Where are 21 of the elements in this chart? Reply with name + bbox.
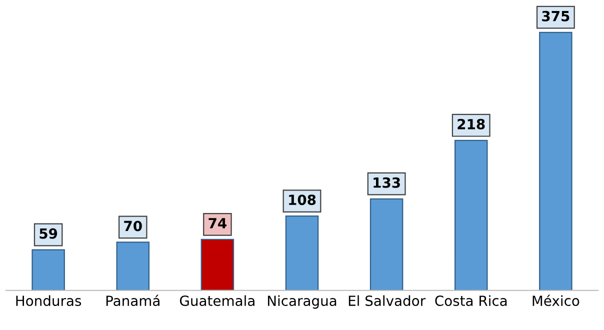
x-tick-label: México — [532, 294, 580, 306]
bar — [370, 198, 404, 290]
data-label: 74 — [208, 218, 226, 228]
data-label: 59 — [40, 228, 58, 239]
bar — [200, 238, 234, 290]
data-label: 218 — [458, 118, 485, 130]
data-label: 108 — [289, 194, 316, 206]
x-tick-label: Honduras — [16, 295, 82, 306]
data-label: 375 — [542, 10, 570, 22]
x-tick-label: El Salvador — [348, 295, 426, 306]
bar — [454, 140, 488, 290]
bar — [32, 249, 65, 290]
bar — [539, 32, 572, 290]
x-tick-label: Costa Rica — [435, 295, 507, 306]
x-tick-label: Guatemala — [180, 295, 254, 306]
bar — [116, 242, 150, 290]
data-label: 133 — [374, 177, 400, 188]
data-label: 70 — [124, 220, 142, 232]
x-tick-label: Nicaragua — [268, 295, 336, 309]
bar — [285, 216, 319, 290]
x-tick-label: Panamá — [106, 294, 160, 306]
